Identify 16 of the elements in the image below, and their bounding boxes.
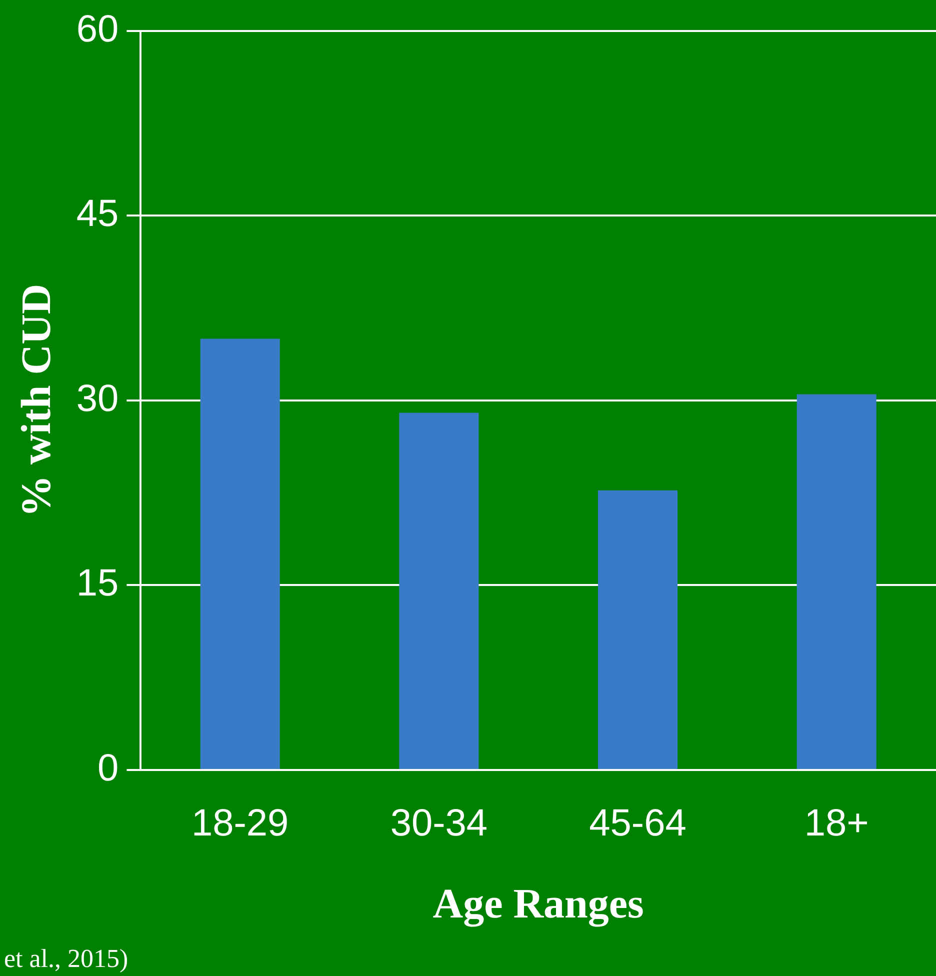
- x-tick-label: 18+: [804, 802, 869, 844]
- y-tick-label: 45: [76, 193, 119, 236]
- x-tick-label: 30-34: [390, 802, 488, 844]
- x-tick-label: 45-64: [589, 802, 686, 844]
- y-axis-title: % with CUD: [14, 284, 60, 518]
- y-tick-label: 15: [76, 562, 119, 605]
- y-tick-label: 0: [98, 747, 119, 790]
- bar: [200, 338, 280, 769]
- y-tick-label: 30: [76, 378, 119, 420]
- bar: [796, 394, 876, 769]
- x-tick-label: 18-29: [191, 802, 289, 844]
- text: et al., 2015): [4, 944, 128, 974]
- x-axis-title: Age Ranges: [432, 882, 644, 928]
- bar: [598, 490, 678, 769]
- bar: [399, 412, 479, 769]
- y-tick-label: 60: [76, 8, 119, 50]
